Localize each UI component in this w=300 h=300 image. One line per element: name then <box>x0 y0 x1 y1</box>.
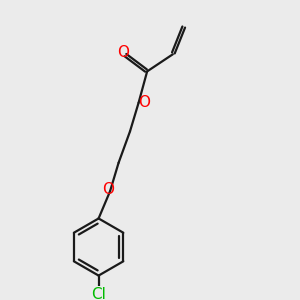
Text: Cl: Cl <box>91 286 106 300</box>
Text: O: O <box>138 95 150 110</box>
Text: O: O <box>103 182 115 197</box>
Text: O: O <box>117 45 129 60</box>
